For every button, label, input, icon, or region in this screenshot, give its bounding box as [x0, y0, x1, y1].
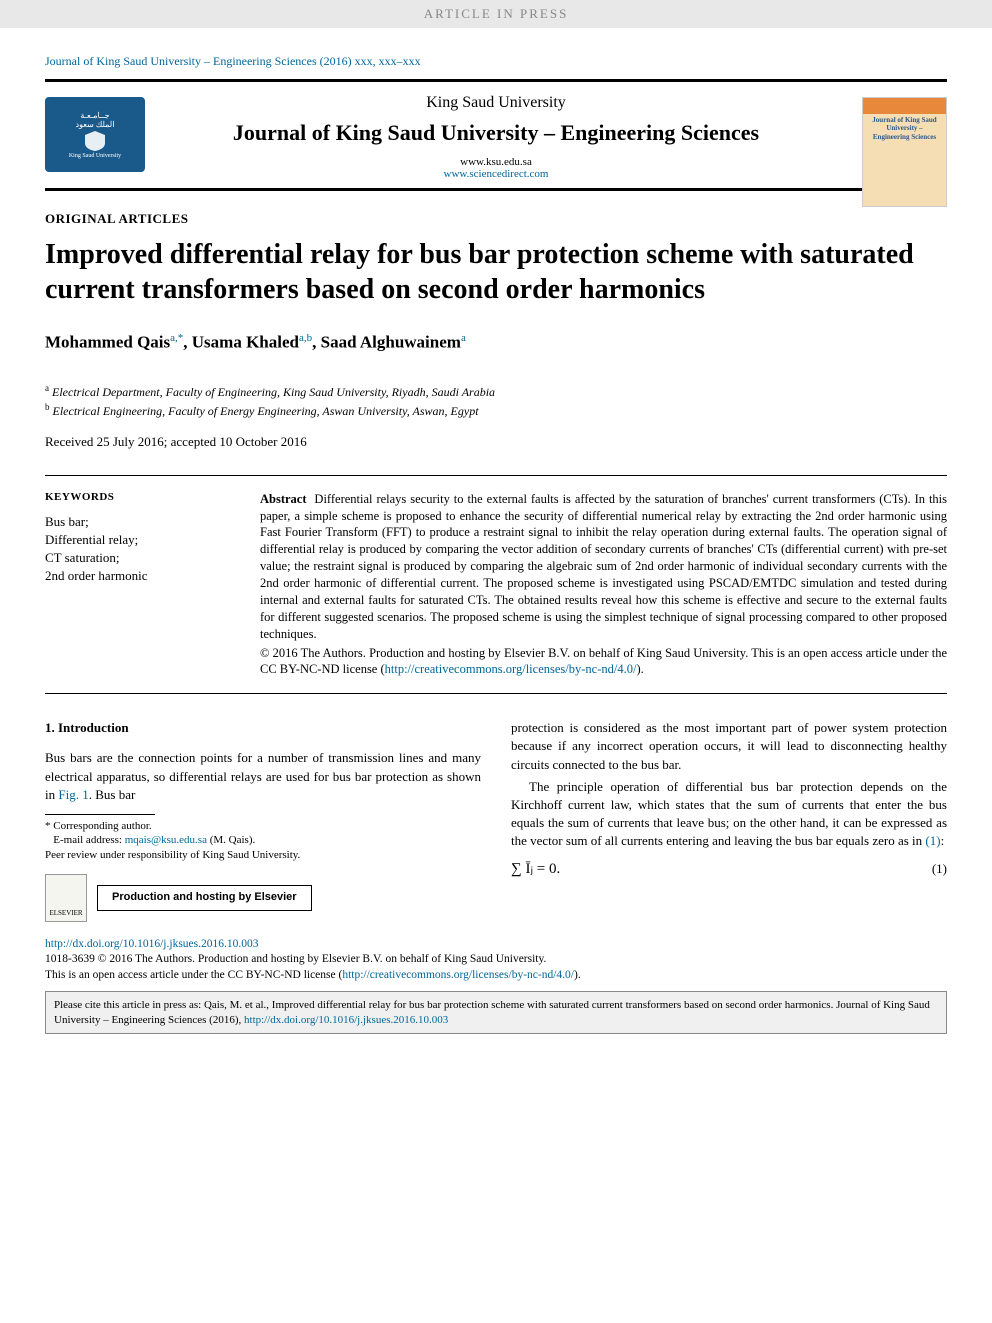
- separator: [45, 475, 947, 476]
- cover-title: Journal of King Saud University – Engine…: [863, 98, 946, 141]
- abstract-section: KEYWORDS Bus bar; Differential relay; CT…: [45, 491, 947, 679]
- article-title: Improved differential relay for bus bar …: [45, 237, 947, 307]
- elsevier-logo: ELSEVIER: [45, 874, 87, 922]
- keywords-heading: KEYWORDS: [45, 491, 230, 503]
- abstract-column: Abstract Differential relays security to…: [260, 491, 947, 679]
- footnote-separator: [45, 814, 155, 815]
- logo-text-english: King Saud University: [69, 153, 121, 159]
- article-in-press-banner: ARTICLE IN PRESS: [0, 0, 992, 28]
- logo-text-arabic: جــامـعـة: [80, 111, 109, 120]
- logo-text-arabic2: الملك سعود: [76, 120, 115, 129]
- open-access-text: This is an open access article under the…: [45, 969, 342, 981]
- keywords-column: KEYWORDS Bus bar; Differential relay; CT…: [45, 491, 230, 679]
- separator: [45, 693, 947, 694]
- issn-copyright: 1018-3639 © 2016 The Authors. Production…: [45, 952, 947, 968]
- figure-reference-link[interactable]: Fig. 1: [58, 787, 88, 802]
- author-1-affiliation-marker: a,*: [170, 332, 183, 344]
- email-author-name: (M. Qais).: [207, 834, 255, 846]
- intro-text-end: . Bus bar: [89, 787, 136, 802]
- abstract-label: Abstract: [260, 492, 307, 506]
- citation-text: Please cite this article in press as: Qa…: [54, 999, 930, 1025]
- production-hosting-label: Production and hosting by Elsevier: [97, 885, 312, 910]
- separator: [45, 188, 947, 191]
- abstract-text: Abstract Differential relays security to…: [260, 491, 947, 643]
- equation-number: (1): [932, 860, 947, 878]
- email-footnote: E-mail address: mqais@ksu.edu.sa (M. Qai…: [45, 833, 481, 847]
- footer-license-link[interactable]: http://creativecommons.org/licenses/by-n…: [342, 969, 574, 981]
- affiliation-a: a Electrical Department, Faculty of Engi…: [45, 383, 947, 400]
- article-type-label: ORIGINAL ARTICLES: [45, 211, 947, 227]
- abstract-body: Differential relays security to the exte…: [260, 492, 947, 641]
- citation-doi-link[interactable]: http://dx.doi.org/10.1016/j.jksues.2016.…: [244, 1014, 448, 1026]
- right-p2-end: :: [941, 833, 945, 848]
- university-logo: جــامـعـة الملك سعود King Saud Universit…: [45, 97, 145, 172]
- article-dates: Received 25 July 2016; accepted 10 Octob…: [45, 434, 947, 450]
- right-paragraph-2: The principle operation of differential …: [511, 778, 947, 851]
- author-3-affiliation-marker: a: [461, 332, 466, 344]
- equation-reference-link[interactable]: (1): [925, 833, 940, 848]
- left-column: 1. Introduction Bus bars are the connect…: [45, 719, 481, 922]
- website-url-2[interactable]: www.sciencedirect.com: [45, 168, 947, 180]
- journal-citation-line: Journal of King Saud University – Engine…: [45, 54, 947, 69]
- equation-row: ∑ Īⱼ = 0. (1): [511, 859, 947, 880]
- corresponding-author-note: * Corresponding author.: [45, 819, 481, 833]
- journal-header: جــامـعـة الملك سعود King Saud Universit…: [45, 82, 947, 188]
- author-2-affiliation-marker: a,b: [299, 332, 312, 344]
- right-paragraph-1: protection is considered as the most imp…: [511, 719, 947, 774]
- author-2-name: Usama Khaled: [192, 333, 299, 352]
- license-link[interactable]: http://creativecommons.org/licenses/by-n…: [385, 662, 637, 676]
- author-3-name: Saad Alghuwainem: [321, 333, 461, 352]
- copyright-notice: © 2016 The Authors. Production and hosti…: [260, 645, 947, 679]
- author-email-link[interactable]: mqais@ksu.edu.sa: [125, 834, 207, 846]
- elsevier-text: ELSEVIER: [49, 909, 82, 919]
- body-two-column: 1. Introduction Bus bars are the connect…: [45, 719, 947, 922]
- production-hosting-box: ELSEVIER Production and hosting by Elsev…: [45, 874, 481, 922]
- peer-review-note: Peer review under responsibility of King…: [45, 848, 481, 862]
- author-list: Mohammed Qaisa,*, Usama Khaleda,b, Saad …: [45, 332, 947, 353]
- author-1-name: Mohammed Qais: [45, 333, 170, 352]
- copyright-end: ).: [636, 662, 643, 676]
- website-url-1: www.ksu.edu.sa: [45, 156, 947, 168]
- university-name: King Saud University: [45, 94, 947, 112]
- footer-info: http://dx.doi.org/10.1016/j.jksues.2016.…: [45, 937, 947, 984]
- journal-name: Journal of King Saud University – Engine…: [45, 120, 947, 146]
- affiliation-b: b Electrical Engineering, Faculty of Ene…: [45, 402, 947, 419]
- section-heading-intro: 1. Introduction: [45, 719, 481, 737]
- open-access-statement: This is an open access article under the…: [45, 968, 947, 984]
- email-label: E-mail address:: [53, 834, 124, 846]
- open-access-end: ).: [574, 969, 581, 981]
- citation-box: Please cite this article in press as: Qa…: [45, 991, 947, 1034]
- equation-1: ∑ Īⱼ = 0.: [511, 859, 560, 880]
- doi-link[interactable]: http://dx.doi.org/10.1016/j.jksues.2016.…: [45, 938, 259, 950]
- keywords-list: Bus bar; Differential relay; CT saturati…: [45, 513, 230, 586]
- intro-paragraph: Bus bars are the connection points for a…: [45, 749, 481, 804]
- shield-icon: [80, 129, 110, 153]
- journal-cover-thumbnail: Journal of King Saud University – Engine…: [862, 97, 947, 207]
- right-column: protection is considered as the most imp…: [511, 719, 947, 922]
- right-p2-text: The principle operation of differential …: [511, 779, 947, 849]
